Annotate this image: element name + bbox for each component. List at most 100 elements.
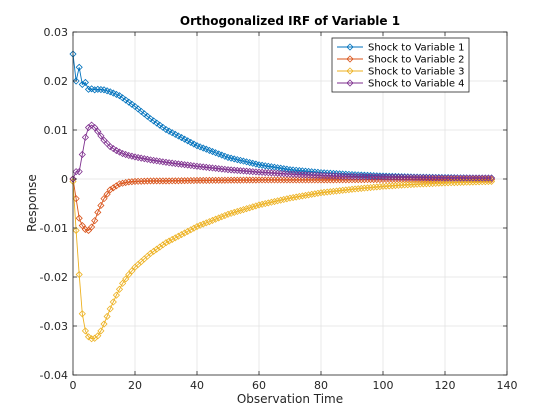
series-marker <box>301 191 310 199</box>
series-marker <box>379 182 387 190</box>
series-marker <box>407 173 415 182</box>
series-marker <box>441 179 449 187</box>
series-marker <box>258 200 266 208</box>
series-marker <box>311 176 319 184</box>
series-marker <box>432 174 440 182</box>
series-marker <box>416 174 424 182</box>
x-tick-labels: 0 20 40 60 80 100 120 140 <box>70 379 518 392</box>
series-marker <box>351 171 359 179</box>
series-marker <box>385 182 393 190</box>
series-marker <box>187 226 195 234</box>
series-marker <box>283 176 291 184</box>
series-marker <box>193 176 201 185</box>
series-marker <box>339 186 347 194</box>
series-marker <box>119 94 127 102</box>
series-marker <box>146 177 155 185</box>
series-marker <box>224 210 232 218</box>
series-marker <box>174 177 182 185</box>
series-marker <box>320 176 328 184</box>
series-marker <box>332 172 341 180</box>
series-marker <box>463 174 471 182</box>
series-marker <box>202 176 210 184</box>
series-marker <box>171 177 179 185</box>
series-marker <box>336 172 344 180</box>
series-marker <box>150 177 158 185</box>
series-marker <box>103 312 111 321</box>
series-marker <box>320 172 328 180</box>
series-marker <box>391 173 399 181</box>
series-marker <box>270 197 279 206</box>
series-marker <box>190 176 198 185</box>
series-marker <box>255 201 263 209</box>
series-marker <box>388 173 396 181</box>
chart-title: Orthogonalized IRF of Variable 1 <box>180 14 400 28</box>
series-marker <box>376 173 384 181</box>
series-marker <box>239 176 248 184</box>
series-marker <box>249 176 257 184</box>
series-marker <box>410 180 418 188</box>
series-marker <box>88 335 96 343</box>
series-marker <box>460 178 468 186</box>
y-tick-label: 0.02 <box>44 75 69 88</box>
series-marker <box>255 176 263 184</box>
legend-marker <box>346 67 354 75</box>
series-line <box>72 124 492 180</box>
series-marker <box>72 226 80 235</box>
series-marker <box>305 171 313 179</box>
series-marker <box>280 195 288 204</box>
series-marker <box>286 166 294 174</box>
series-marker <box>277 169 285 178</box>
series-marker <box>212 176 220 184</box>
y-tick-label: -0.01 <box>40 222 68 235</box>
series-marker <box>100 195 108 203</box>
series-marker <box>153 245 161 253</box>
series-marker <box>332 187 341 195</box>
series-marker <box>171 234 179 242</box>
series-marker <box>233 166 241 174</box>
series-marker <box>298 167 306 175</box>
series-marker <box>156 177 164 185</box>
series-marker <box>115 92 124 100</box>
series-marker <box>289 170 297 178</box>
series-marker <box>196 176 204 185</box>
series-marker <box>258 176 266 184</box>
series-marker <box>159 241 167 249</box>
series-marker <box>243 167 251 175</box>
legend-entry-label: Shock to Variable 2 <box>368 55 465 66</box>
series-marker <box>432 179 440 187</box>
series-marker <box>122 179 130 187</box>
series-marker <box>363 184 372 192</box>
series-marker <box>413 174 421 182</box>
series-3 <box>69 177 496 343</box>
series-marker <box>456 174 465 182</box>
series-marker <box>168 177 176 185</box>
series-marker <box>233 176 241 184</box>
series-layer <box>69 50 496 343</box>
series-marker <box>212 215 220 223</box>
series-marker <box>187 138 195 147</box>
series-marker <box>115 148 124 156</box>
series-marker <box>84 85 93 93</box>
series-marker <box>246 204 254 212</box>
series-marker <box>370 183 378 191</box>
series-marker <box>125 98 133 106</box>
series-marker <box>122 275 130 283</box>
series-marker <box>249 168 257 176</box>
series-marker <box>106 186 114 194</box>
series-marker <box>181 229 189 237</box>
series-marker <box>224 166 232 174</box>
series-marker <box>298 171 306 179</box>
series-marker <box>227 176 235 184</box>
series-marker <box>326 188 334 196</box>
series-marker <box>233 207 241 216</box>
series-marker <box>119 279 127 287</box>
series-marker <box>128 100 136 108</box>
series-marker <box>109 298 117 306</box>
series-marker <box>478 174 486 182</box>
series-marker <box>367 173 375 181</box>
series-marker <box>243 205 251 213</box>
series-marker <box>236 176 244 184</box>
y-tick-label: -0.04 <box>40 369 68 382</box>
series-marker <box>311 190 319 198</box>
series-marker <box>469 178 477 186</box>
